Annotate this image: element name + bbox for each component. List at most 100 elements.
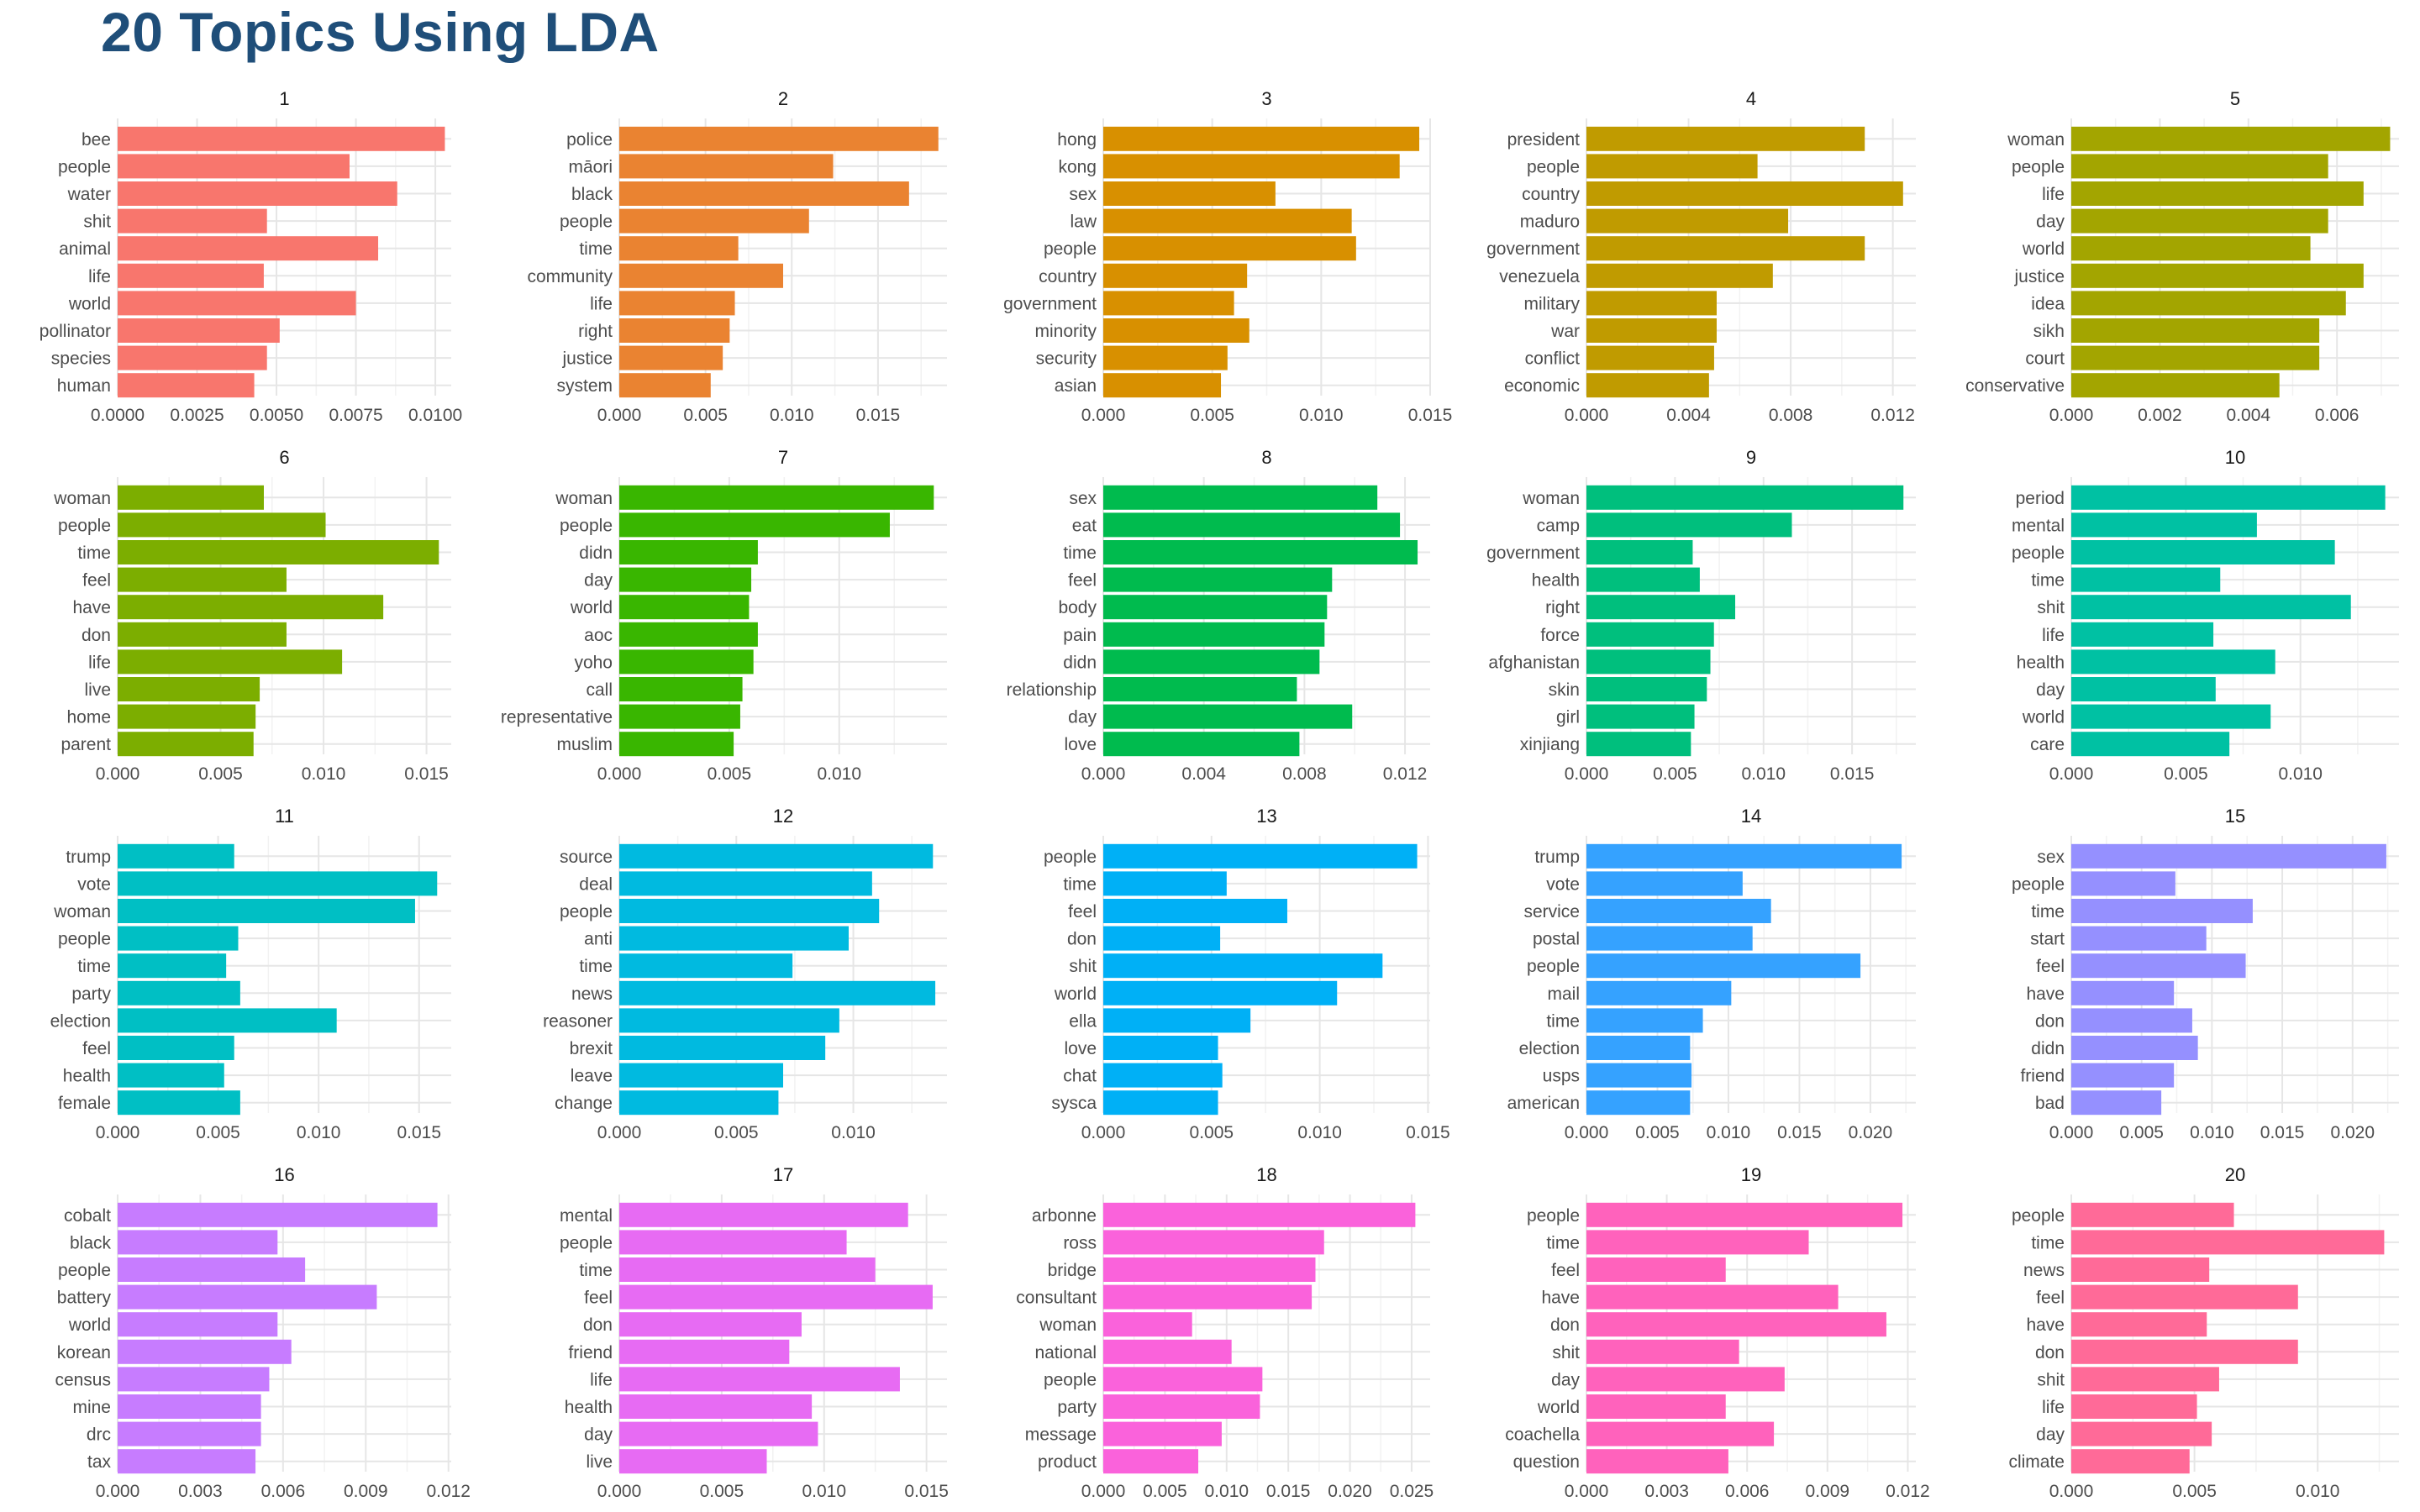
- bar-sikh: [2071, 318, 2320, 343]
- bar-sex: [2071, 843, 2386, 869]
- bar-skin: [1586, 677, 1707, 701]
- bar-idea: [2071, 291, 2346, 316]
- x-tick-label: 0.000: [96, 1123, 140, 1142]
- bar-period: [2071, 485, 2386, 510]
- category-label: feel: [1068, 902, 1097, 921]
- bar-yoho: [619, 649, 754, 675]
- category-label: live: [84, 680, 111, 700]
- category-label: law: [1070, 213, 1097, 232]
- bar-time: [1103, 871, 1227, 896]
- bar-world: [118, 1312, 278, 1337]
- bar-time: [1586, 1008, 1703, 1033]
- bar-life: [118, 263, 264, 288]
- x-tick-label: 0.000: [1081, 764, 1126, 784]
- x-tick-label: 0.010: [1205, 1482, 1249, 1501]
- x-tick-label: 0.015: [1266, 1482, 1311, 1501]
- bar-mine: [118, 1394, 261, 1419]
- bar-life: [118, 649, 343, 675]
- x-tick-label: 0.000: [1081, 406, 1126, 425]
- x-tick-label: 0.010: [2190, 1123, 2234, 1142]
- x-tick-label: 0.020: [1849, 1123, 1893, 1142]
- bar-community: [619, 263, 783, 288]
- bar-government: [1103, 291, 1234, 316]
- x-tick-label: 0.005: [196, 1123, 240, 1142]
- x-tick-label: 0.004: [1666, 406, 1711, 425]
- category-label: day: [2036, 1425, 2065, 1445]
- bar-home: [118, 704, 256, 729]
- facet-16: 16 cobalt black people battery world korean cen…: [55, 1164, 471, 1501]
- category-label: world: [2022, 239, 2065, 259]
- x-tick-label: 0.004: [2227, 406, 2271, 425]
- bar-didn: [2071, 1036, 2198, 1060]
- bar-parent: [118, 732, 254, 757]
- category-label: battery: [57, 1289, 112, 1308]
- category-label: muslim: [557, 735, 613, 754]
- bar-right: [1586, 595, 1736, 620]
- x-tick-label: 0.008: [1282, 764, 1327, 784]
- category-label: idea: [2031, 294, 2065, 313]
- category-label: coachella: [1505, 1425, 1580, 1445]
- facet-title: 2: [778, 88, 788, 109]
- bar-sysca: [1103, 1090, 1218, 1116]
- x-tick-label: 0.005: [2172, 1482, 2217, 1501]
- bar-shit: [2071, 595, 2351, 620]
- bar-animal: [118, 236, 379, 261]
- bar-don: [118, 622, 287, 647]
- category-label: world: [68, 294, 111, 313]
- bar-sex: [1103, 181, 1276, 206]
- category-label: time: [579, 239, 613, 259]
- x-tick-label: 0.000: [96, 1482, 140, 1501]
- category-label: trump: [1534, 848, 1580, 867]
- x-tick-label: 0.006: [1725, 1482, 1770, 1501]
- x-tick-label: 0.010: [802, 1482, 846, 1501]
- x-tick-label: 0.0025: [170, 406, 224, 425]
- category-label: people: [560, 213, 613, 232]
- category-label: election: [1519, 1039, 1580, 1058]
- bar-trump: [118, 843, 234, 869]
- bar-call: [619, 677, 743, 701]
- bar-shit: [2071, 1367, 2219, 1392]
- bar-conflict: [1586, 345, 1714, 370]
- bar-have: [1586, 1284, 1839, 1310]
- bar-māori: [619, 154, 834, 179]
- category-label: woman: [53, 489, 111, 508]
- bar-system: [619, 373, 711, 398]
- x-tick-label: 0.012: [426, 1482, 471, 1501]
- category-label: arbonne: [1032, 1206, 1097, 1226]
- facet-13: 13 people time feel don shit world ella love chat…: [1044, 806, 1450, 1142]
- bar-world: [2071, 236, 2311, 261]
- category-label: day: [1551, 1370, 1580, 1389]
- x-tick-label: 0.000: [1565, 1123, 1609, 1142]
- category-label: news: [2023, 1261, 2065, 1280]
- category-label: right: [578, 322, 613, 341]
- bar-people: [1103, 843, 1418, 869]
- facet-title: 4: [1746, 88, 1756, 109]
- bar-day: [619, 1421, 818, 1446]
- category-label: body: [1058, 598, 1097, 617]
- bar-woman: [118, 899, 415, 923]
- category-label: time: [579, 957, 613, 976]
- category-label: conflict: [1525, 349, 1581, 369]
- bar-feel: [2071, 953, 2246, 979]
- bar-health: [118, 1063, 224, 1088]
- category-label: woman: [1522, 489, 1580, 508]
- bar-bee: [118, 126, 445, 151]
- x-tick-label: 0.000: [2049, 1123, 2094, 1142]
- bar-day: [619, 567, 752, 592]
- facet-title: 15: [2225, 806, 2245, 827]
- category-label: conservative: [1965, 376, 2065, 396]
- x-tick-label: 0.0075: [329, 406, 382, 425]
- facet-9: 9 woman camp government health right force afgh…: [1486, 447, 1916, 784]
- x-tick-label: 0.004: [1181, 764, 1226, 784]
- category-label: people: [1527, 1206, 1580, 1226]
- bar-live: [619, 1449, 767, 1474]
- category-label: hong: [1057, 130, 1097, 150]
- category-label: day: [584, 1425, 613, 1445]
- category-label: postal: [1533, 930, 1580, 949]
- bar-tax: [118, 1449, 256, 1474]
- bar-woman: [619, 485, 934, 510]
- category-label: camp: [1537, 516, 1580, 535]
- category-label: ross: [1063, 1233, 1097, 1252]
- bar-mail: [1586, 980, 1732, 1005]
